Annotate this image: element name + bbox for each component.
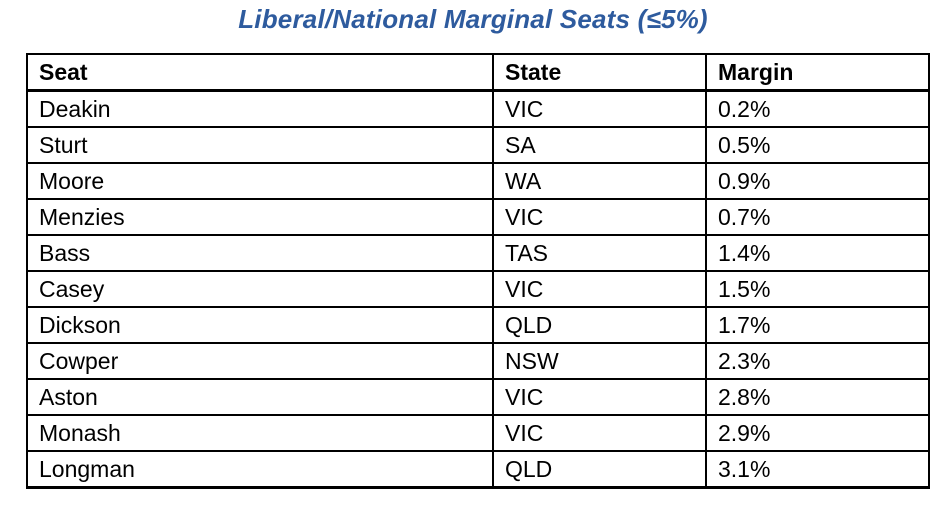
cell-seat: Cowper [26,342,494,380]
header-row: Seat State Margin [26,53,930,92]
table-row: Monash VIC 2.9% [26,414,930,452]
table-row: Dickson QLD 1.7% [26,306,930,344]
table-row: Sturt SA 0.5% [26,126,930,164]
cell-state: VIC [492,378,707,416]
cell-margin: 3.1% [705,450,930,489]
cell-state: TAS [492,234,707,272]
cell-seat: Casey [26,270,494,308]
cell-state: VIC [492,198,707,236]
cell-state: QLD [492,306,707,344]
cell-seat: Deakin [26,89,494,128]
cell-seat: Dickson [26,306,494,344]
cell-state: VIC [492,414,707,452]
table-row: Deakin VIC 0.2% [26,89,930,128]
cell-margin: 2.8% [705,378,930,416]
cell-margin: 0.2% [705,89,930,128]
table-row: Casey VIC 1.5% [26,270,930,308]
marginal-seats-table: Seat State Margin Deakin VIC 0.2% Sturt SA 0.… [26,53,930,489]
table-row: Longman QLD 3.1% [26,450,930,489]
cell-state: VIC [492,270,707,308]
cell-seat: Sturt [26,126,494,164]
cell-seat: Aston [26,378,494,416]
cell-margin: 1.5% [705,270,930,308]
cell-seat: Moore [26,162,494,200]
cell-margin: 1.4% [705,234,930,272]
cell-margin: 2.3% [705,342,930,380]
column-header-margin: Margin [705,53,930,92]
table-row: Moore WA 0.9% [26,162,930,200]
cell-state: SA [492,126,707,164]
table-row: Menzies VIC 0.7% [26,198,930,236]
cell-margin: 1.7% [705,306,930,344]
cell-margin: 0.5% [705,126,930,164]
cell-seat: Longman [26,450,494,489]
cell-margin: 0.7% [705,198,930,236]
column-header-state: State [492,53,707,92]
table-title: Liberal/National Marginal Seats (≤5%) [238,4,708,34]
cell-margin: 2.9% [705,414,930,452]
cell-margin: 0.9% [705,162,930,200]
cell-state: QLD [492,450,707,489]
column-header-seat: Seat [26,53,494,92]
table-row: Aston VIC 2.8% [26,378,930,416]
cell-seat: Monash [26,414,494,452]
cell-seat: Menzies [26,198,494,236]
cell-seat: Bass [26,234,494,272]
cell-state: VIC [492,89,707,128]
table-row: Cowper NSW 2.3% [26,342,930,380]
cell-state: NSW [492,342,707,380]
table-row: Bass TAS 1.4% [26,234,930,272]
cell-state: WA [492,162,707,200]
